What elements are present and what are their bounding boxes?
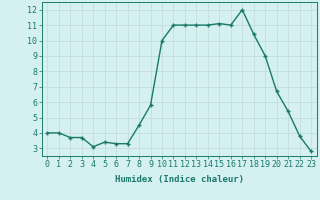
- X-axis label: Humidex (Indice chaleur): Humidex (Indice chaleur): [115, 175, 244, 184]
